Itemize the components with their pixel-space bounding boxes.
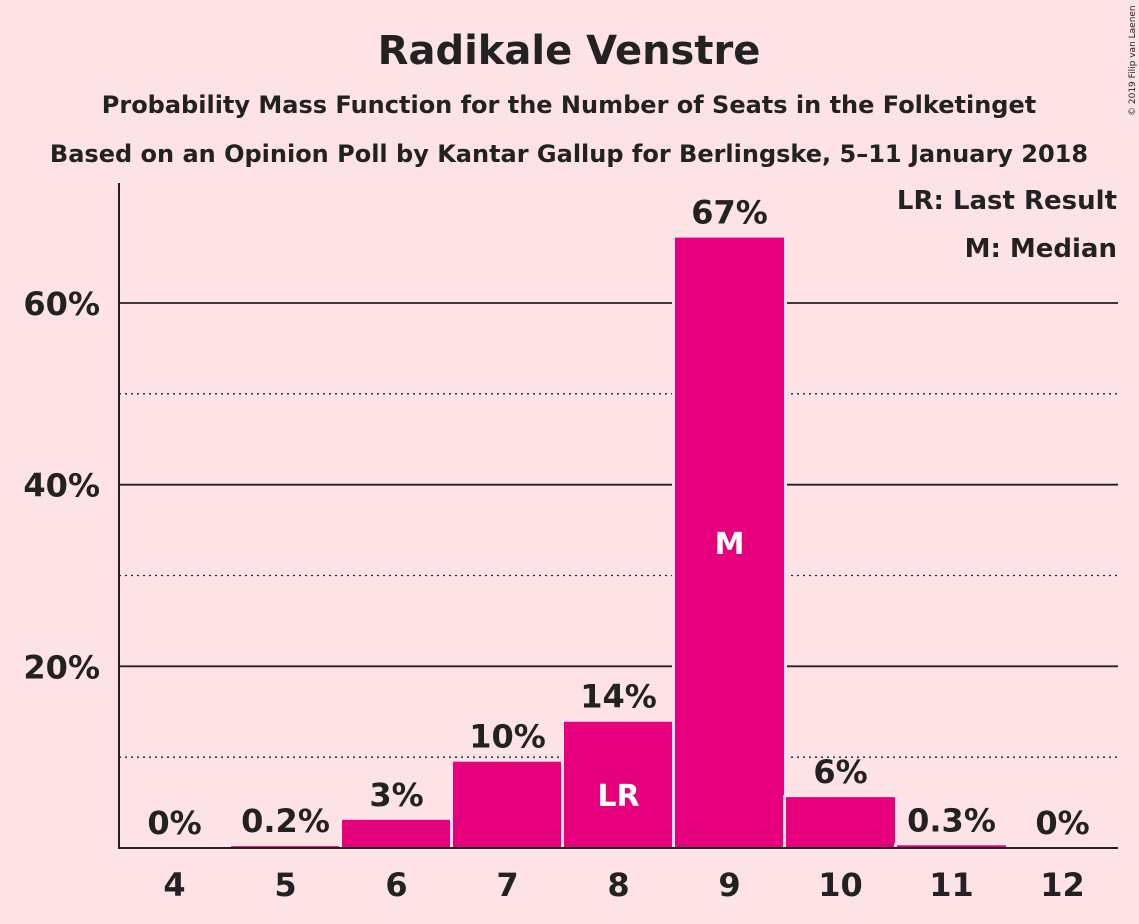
x-tick-labels: 4 5 6 7 8 9 10 11 12: [163, 866, 1084, 904]
legend-median: M: Median: [965, 234, 1117, 264]
x-tick-7: 7: [496, 866, 518, 904]
y-tick-20: 20%: [23, 648, 100, 686]
bar-seats-7: [453, 761, 562, 848]
x-tick-11: 11: [929, 866, 974, 904]
y-tick-40: 40%: [23, 467, 100, 505]
x-tick-10: 10: [818, 866, 863, 904]
bar-seats-8: [564, 721, 673, 848]
x-tick-9: 9: [718, 866, 740, 904]
bar-seats-10: [786, 797, 895, 848]
value-label-7: 10%: [469, 718, 546, 756]
x-tick-12: 12: [1040, 866, 1085, 904]
chart-subtitle-poll: Based on an Opinion Poll by Kantar Gallu…: [50, 140, 1088, 168]
legend-last-result: LR: Last Result: [897, 186, 1117, 216]
value-labels: 0% 0.2% 3% 10% 14% LR 67% M 6% 0.3% 0%: [147, 194, 1089, 842]
chart-title: Radikale Venstre: [378, 28, 761, 74]
value-label-9: 67%: [691, 194, 768, 232]
x-tick-6: 6: [385, 866, 407, 904]
y-tick-labels: 20% 40% 60%: [23, 285, 100, 686]
bar-annotation-LR: LR: [597, 779, 639, 814]
value-label-6: 3%: [369, 776, 423, 814]
x-tick-4: 4: [163, 866, 185, 904]
value-label-5: 0.2%: [241, 802, 330, 840]
copyright-note: © 2019 Filip van Laenen: [1128, 5, 1138, 116]
x-tick-5: 5: [274, 866, 296, 904]
bar-seats-9: [675, 237, 784, 849]
value-label-4: 0%: [147, 804, 201, 842]
bar-seats-11: [897, 845, 1006, 848]
x-tick-8: 8: [607, 866, 629, 904]
axes: [118, 183, 1118, 849]
bar-annotation-M: M: [715, 527, 745, 562]
value-label-11: 0.3%: [907, 801, 996, 839]
y-tick-60: 60%: [23, 285, 100, 323]
value-label-10: 6%: [813, 753, 867, 791]
value-label-12: 0%: [1035, 804, 1089, 842]
bar-seats-6: [342, 819, 451, 848]
chart-subtitle: Probability Mass Function for the Number…: [102, 91, 1036, 119]
value-label-8: 14%: [580, 678, 657, 716]
bar-gap: [228, 844, 343, 848]
bars: [228, 235, 1009, 849]
